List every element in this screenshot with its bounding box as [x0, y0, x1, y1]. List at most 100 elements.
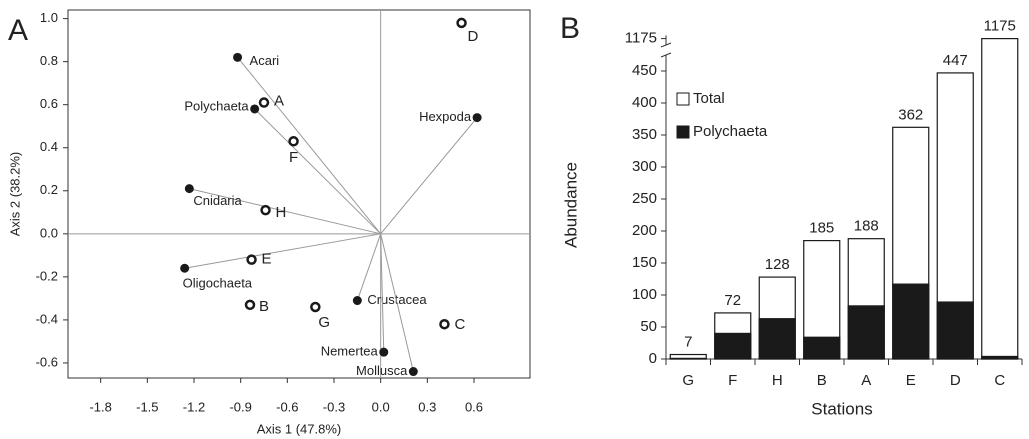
loading-vector — [184, 233, 381, 269]
station-point — [439, 318, 450, 330]
loading-vector — [380, 117, 478, 235]
x-tick-label: 0.3 — [418, 399, 436, 414]
y-tick-label: 250 — [632, 190, 657, 207]
value-label: 188 — [854, 218, 879, 235]
y-tick-label: 0.8 — [40, 53, 58, 68]
x-tick-label: -0.9 — [229, 399, 251, 414]
taxon-point — [472, 113, 482, 123]
x-tick-label: C — [994, 372, 1005, 389]
bar — [847, 305, 885, 360]
y-tick-label: 0 — [649, 350, 657, 367]
y-tick-label: 450 — [632, 62, 657, 79]
station-point — [260, 204, 271, 216]
point-label: D — [468, 28, 479, 45]
y-tick-label: 0.2 — [40, 182, 58, 197]
x-tick-label: -1.5 — [136, 399, 158, 414]
bar — [981, 355, 1019, 360]
legend-swatch — [676, 125, 690, 139]
point-label: Oligochaeta — [183, 276, 253, 291]
point-label: Cnidaria — [193, 193, 242, 208]
point-label: Polychaeta — [184, 98, 249, 113]
y-axis-label: Abundance — [561, 162, 580, 248]
panel-letter: B — [560, 12, 580, 45]
loading-vector — [237, 57, 382, 235]
y-axis-label: Axis 2 (38.2%) — [7, 152, 22, 237]
panel-a: A Axis 1 (47.8%) Axis 2 (38.2%) -1.8 -1.5… — [7, 9, 531, 436]
point-label: H — [276, 204, 287, 221]
y-tick-label: 100 — [632, 286, 657, 303]
taxon-point — [250, 104, 260, 114]
bar — [714, 332, 752, 360]
x-tick-label: D — [950, 372, 961, 389]
axis-break — [660, 52, 672, 58]
y-tick-label: 0.6 — [40, 96, 58, 111]
x-tick-label: -0.6 — [276, 399, 298, 414]
station-point — [258, 97, 270, 108]
y-tick-label: 1.0 — [40, 10, 58, 25]
y-tick-label: -0.6 — [36, 354, 58, 369]
legend-label: Total — [693, 90, 725, 107]
value-label: 128 — [765, 256, 790, 273]
bar — [758, 318, 796, 360]
point-label: F — [289, 149, 298, 166]
x-tick-label: B — [817, 372, 827, 389]
plot-frame — [67, 9, 531, 379]
point-label: B — [259, 298, 269, 315]
bar — [981, 37, 1019, 360]
x-tick-label: H — [772, 372, 783, 389]
panel-b: B Stations Abundance 0 50 100 150 200 250 300 3… — [560, 12, 1023, 418]
point-label: G — [318, 314, 330, 331]
y-tick-label: 350 — [632, 126, 657, 143]
y-tick-label: 50 — [640, 318, 657, 335]
taxon-point — [352, 296, 362, 306]
value-label: 447 — [943, 52, 968, 69]
point-label: Hexpoda — [419, 109, 472, 124]
y-tick-label: 400 — [632, 94, 657, 111]
bar — [803, 336, 841, 360]
loading-vector — [254, 108, 382, 235]
x-tick-label: E — [906, 372, 916, 389]
y-tick-label: -0.2 — [36, 268, 58, 283]
x-axis-label: Axis 1 (47.8%) — [257, 421, 342, 436]
loading-vector — [356, 233, 382, 301]
axis-break — [660, 42, 672, 48]
x-axis-label: Stations — [811, 399, 872, 418]
loading-vector — [189, 188, 381, 235]
taxon-point — [184, 184, 194, 194]
station-point — [310, 301, 321, 313]
y-tick-label: 0.4 — [40, 139, 58, 154]
point-label: Nemertea — [321, 344, 379, 359]
y-tick-label: 200 — [632, 222, 657, 239]
taxon-point — [180, 263, 190, 273]
value-label: 7 — [684, 333, 692, 350]
x-tick-label: -0.3 — [323, 399, 345, 414]
point-label: C — [454, 316, 465, 333]
taxon-point — [379, 347, 389, 357]
point-label: A — [274, 93, 284, 110]
bar — [892, 283, 930, 360]
panel-letter: A — [8, 14, 28, 47]
loading-vector — [380, 233, 385, 353]
x-tick-label: A — [861, 372, 871, 389]
y-tick-label: 1175 — [625, 30, 657, 47]
loading-vector — [380, 233, 414, 372]
value-label: 185 — [809, 220, 834, 237]
station-point — [244, 299, 256, 311]
x-tick-label: -1.2 — [183, 399, 205, 414]
value-label: 362 — [898, 106, 923, 123]
legend-swatch — [676, 92, 690, 106]
legend-label: Polychaeta — [693, 123, 768, 140]
x-tick-label: 0.0 — [372, 399, 390, 414]
taxon-point — [408, 367, 418, 377]
x-tick-label: F — [728, 372, 737, 389]
station-point — [456, 17, 467, 29]
y-tick-label: 150 — [632, 254, 657, 271]
x-tick-label: 0.6 — [465, 399, 483, 414]
point-label: Acari — [250, 53, 280, 68]
bar — [936, 301, 974, 360]
value-label: 72 — [724, 292, 741, 309]
y-tick-label: 300 — [632, 158, 657, 175]
y-tick-label: -0.4 — [36, 311, 58, 326]
point-label: E — [262, 251, 272, 268]
